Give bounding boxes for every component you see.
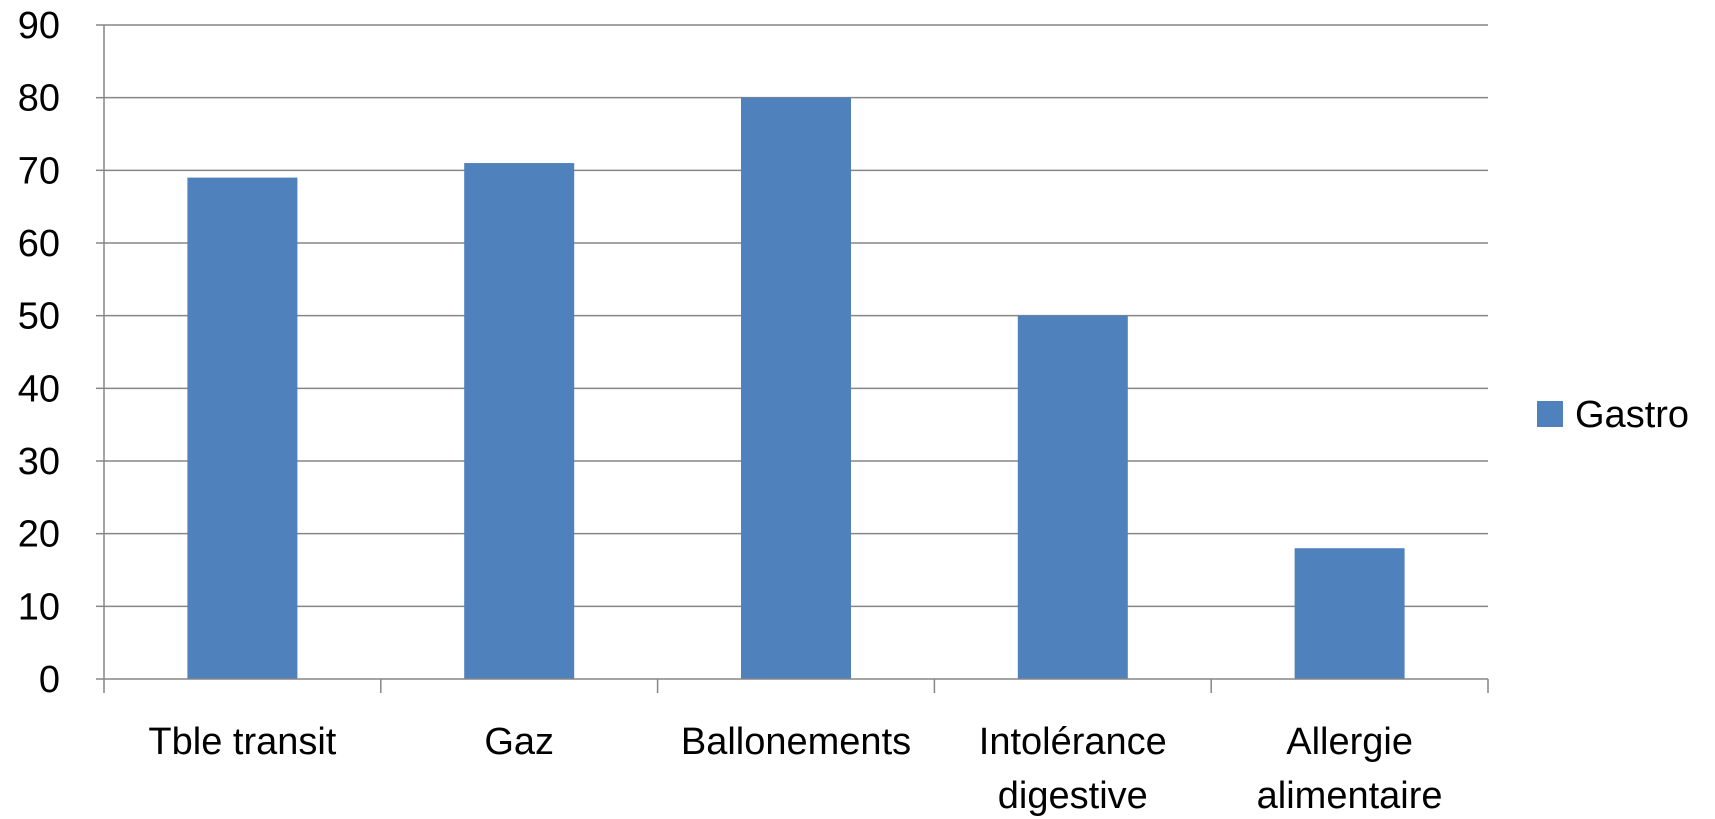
bar bbox=[464, 163, 575, 680]
y-tick-label: 40 bbox=[18, 368, 60, 410]
y-tick-label: 70 bbox=[18, 150, 60, 192]
y-tick-label: 90 bbox=[18, 5, 60, 47]
y-tick-label: 0 bbox=[39, 659, 60, 701]
y-tick-label: 60 bbox=[18, 223, 60, 265]
legend-label-gastro: Gastro bbox=[1575, 394, 1689, 436]
x-tick-label: Intolérance bbox=[979, 721, 1167, 763]
x-tick-label: alimentaire bbox=[1257, 775, 1443, 817]
x-tick-label: Ballonements bbox=[681, 721, 911, 763]
bars bbox=[187, 97, 1405, 680]
y-tick-label: 10 bbox=[18, 586, 60, 628]
y-tick-label: 20 bbox=[18, 514, 60, 556]
y-axis-tick-labels: 0 10 20 30 40 50 60 70 80 90 bbox=[18, 5, 60, 701]
x-axis-tick-labels: Tble transit Gaz Ballonements Intolérance di… bbox=[148, 721, 1442, 817]
x-tick-label: Allergie bbox=[1286, 721, 1413, 763]
y-tick-label: 50 bbox=[18, 296, 60, 338]
y-tick-label: 80 bbox=[18, 78, 60, 120]
bar bbox=[1294, 548, 1405, 679]
legend: Gastro bbox=[1537, 394, 1689, 436]
x-tick-label: Tble transit bbox=[148, 721, 336, 763]
axes bbox=[96, 24, 1489, 693]
bar bbox=[741, 97, 851, 679]
x-tick-label: digestive bbox=[998, 775, 1148, 817]
bar bbox=[1017, 315, 1128, 679]
x-tick-label: Gaz bbox=[484, 721, 554, 763]
bar bbox=[187, 177, 298, 679]
legend-swatch-gastro bbox=[1537, 401, 1563, 427]
y-tick-label: 30 bbox=[18, 441, 60, 483]
